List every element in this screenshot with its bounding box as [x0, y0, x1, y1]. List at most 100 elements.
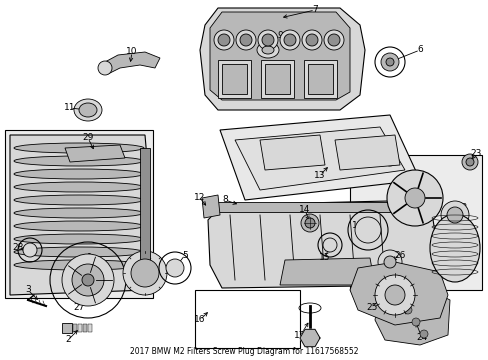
- Text: 8: 8: [222, 195, 227, 204]
- Circle shape: [386, 170, 442, 226]
- Bar: [195, 290, 299, 348]
- Ellipse shape: [14, 169, 143, 179]
- Text: 11: 11: [64, 104, 76, 112]
- Circle shape: [214, 30, 234, 50]
- Text: 10: 10: [126, 48, 138, 57]
- Circle shape: [354, 217, 380, 243]
- Ellipse shape: [14, 208, 143, 218]
- Circle shape: [383, 154, 395, 166]
- Text: 25: 25: [366, 302, 377, 311]
- Polygon shape: [349, 262, 447, 325]
- Text: 24: 24: [415, 333, 427, 342]
- Text: 14: 14: [299, 206, 310, 215]
- Bar: [68, 324, 72, 332]
- Ellipse shape: [14, 195, 143, 205]
- Polygon shape: [220, 115, 419, 200]
- Ellipse shape: [385, 58, 393, 66]
- Text: 23: 23: [469, 148, 481, 158]
- Circle shape: [327, 34, 339, 46]
- Bar: [62, 323, 72, 333]
- Circle shape: [240, 34, 251, 46]
- Text: 4: 4: [145, 253, 150, 262]
- Bar: [140, 148, 150, 278]
- Text: 18: 18: [376, 150, 388, 159]
- Circle shape: [384, 285, 404, 305]
- Text: 29: 29: [82, 134, 94, 143]
- Circle shape: [446, 207, 462, 223]
- Bar: [304, 60, 336, 98]
- Ellipse shape: [14, 221, 143, 231]
- Text: 6: 6: [416, 45, 422, 54]
- Ellipse shape: [429, 214, 479, 282]
- Text: 19: 19: [351, 220, 363, 230]
- Bar: [261, 60, 293, 98]
- Bar: [88, 324, 92, 332]
- Polygon shape: [202, 195, 220, 218]
- Text: 22: 22: [455, 202, 467, 211]
- Text: 2017 BMW M2 Filters Screw Plug Diagram for 11617568552: 2017 BMW M2 Filters Screw Plug Diagram f…: [130, 347, 358, 356]
- Circle shape: [123, 251, 167, 295]
- Circle shape: [440, 201, 468, 229]
- Ellipse shape: [79, 103, 97, 117]
- Text: 12: 12: [194, 194, 205, 202]
- Circle shape: [62, 254, 114, 306]
- Bar: [73, 324, 77, 332]
- Circle shape: [395, 294, 403, 302]
- Circle shape: [461, 154, 477, 170]
- Circle shape: [377, 250, 401, 274]
- Circle shape: [98, 61, 112, 75]
- Circle shape: [302, 30, 321, 50]
- Circle shape: [323, 238, 336, 252]
- Circle shape: [301, 214, 318, 232]
- Polygon shape: [65, 145, 125, 162]
- Polygon shape: [374, 285, 449, 345]
- Circle shape: [284, 34, 295, 46]
- Ellipse shape: [14, 156, 143, 166]
- Text: 20: 20: [461, 248, 473, 256]
- Text: 28: 28: [12, 243, 23, 252]
- Circle shape: [419, 330, 427, 338]
- Ellipse shape: [14, 182, 143, 192]
- Ellipse shape: [14, 260, 143, 270]
- Circle shape: [23, 243, 37, 257]
- Bar: [222, 64, 246, 94]
- Text: 13: 13: [314, 171, 325, 180]
- Circle shape: [374, 275, 414, 315]
- Polygon shape: [207, 200, 439, 288]
- Bar: [307, 64, 332, 94]
- Text: 2: 2: [65, 336, 71, 345]
- Polygon shape: [235, 127, 404, 190]
- Circle shape: [236, 30, 256, 50]
- Ellipse shape: [14, 143, 143, 153]
- Polygon shape: [200, 8, 364, 110]
- Circle shape: [280, 30, 299, 50]
- Bar: [5, 130, 153, 298]
- Text: 9: 9: [277, 31, 282, 40]
- Text: 26: 26: [393, 251, 405, 260]
- Circle shape: [465, 158, 473, 166]
- Circle shape: [305, 218, 314, 228]
- Bar: [349, 155, 481, 290]
- Ellipse shape: [14, 247, 143, 257]
- Ellipse shape: [380, 53, 398, 71]
- Bar: [78, 324, 82, 332]
- Ellipse shape: [262, 46, 273, 54]
- Text: 21: 21: [408, 179, 420, 188]
- Polygon shape: [105, 52, 160, 74]
- Circle shape: [324, 30, 343, 50]
- Polygon shape: [334, 135, 399, 170]
- Ellipse shape: [257, 42, 279, 58]
- Circle shape: [305, 34, 317, 46]
- Ellipse shape: [14, 234, 143, 244]
- Circle shape: [72, 264, 104, 296]
- Circle shape: [131, 259, 159, 287]
- Text: 17: 17: [294, 332, 305, 341]
- Polygon shape: [299, 329, 319, 347]
- Text: 15: 15: [319, 253, 330, 262]
- Circle shape: [404, 188, 424, 208]
- Circle shape: [403, 306, 411, 314]
- Bar: [215, 202, 432, 212]
- Circle shape: [218, 34, 229, 46]
- Circle shape: [411, 318, 419, 326]
- Bar: [83, 324, 87, 332]
